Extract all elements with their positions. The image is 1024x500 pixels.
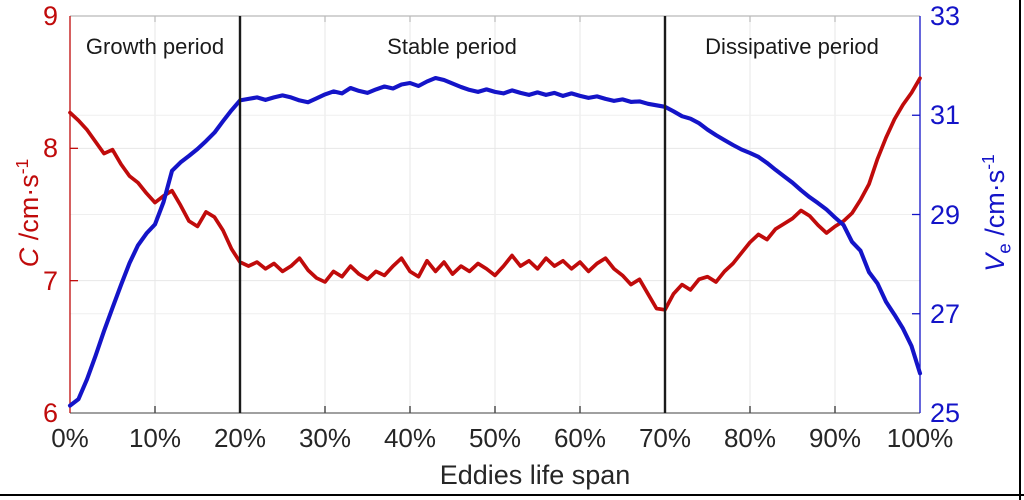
left-axis-symbol: C bbox=[14, 247, 44, 268]
curve-C bbox=[68, 76, 922, 312]
left-axis-tick-label: 9 bbox=[42, 1, 58, 31]
period-label-dissipative: Dissipative period bbox=[705, 34, 879, 59]
left-axis-title: C /cm·s-1 bbox=[5, 53, 44, 373]
right-axis-tick-label: 25 bbox=[930, 398, 961, 428]
x-axis-tick-label: 70% bbox=[638, 423, 692, 453]
period-label-growth: Growth period bbox=[85, 34, 225, 59]
right-axis-unit: /cm·s bbox=[980, 169, 1010, 244]
x-axis-tick-label: 100% bbox=[886, 423, 954, 453]
window-border-right bbox=[1019, 0, 1021, 500]
right-axis-exponent: -1 bbox=[978, 154, 998, 170]
period-label-stable: Stable period bbox=[387, 34, 517, 59]
right-axis-tick-label: 27 bbox=[930, 298, 961, 329]
right-axis-subscript: e bbox=[994, 243, 1016, 254]
right-axis-title: Ve /cm·s-1 bbox=[971, 53, 1015, 373]
x-axis-tick-label: 0% bbox=[51, 423, 89, 453]
x-axis-tick-label: 90% bbox=[808, 423, 862, 453]
x-axis-tick-label: 20% bbox=[213, 423, 267, 453]
x-axis-tick-label: 50% bbox=[468, 423, 522, 453]
left-axis-exponent: -1 bbox=[12, 158, 32, 175]
x-axis-tick-label: 30% bbox=[298, 423, 352, 453]
x-axis-title: Eddies life span bbox=[439, 460, 631, 490]
left-axis-unit: /cm·s bbox=[14, 174, 44, 248]
curve-Ve bbox=[67, 75, 923, 408]
right-axis-tick-label: 31 bbox=[930, 100, 961, 131]
left-axis-tick-label: 6 bbox=[42, 398, 58, 428]
window-border-bottom bbox=[0, 494, 1024, 496]
left-axis-tick-label: 7 bbox=[42, 265, 58, 296]
x-axis-tick-label: 40% bbox=[383, 423, 437, 453]
right-axis-tick-label: 29 bbox=[930, 199, 961, 230]
x-axis-tick-label: 60% bbox=[553, 423, 607, 453]
right-axis-tick-label: 33 bbox=[930, 1, 961, 31]
x-axis-tick-label: 80% bbox=[723, 423, 777, 453]
x-axis-tick-label: 10% bbox=[128, 423, 182, 453]
left-axis-tick-label: 8 bbox=[42, 133, 58, 164]
right-axis-symbol: V bbox=[980, 253, 1010, 272]
